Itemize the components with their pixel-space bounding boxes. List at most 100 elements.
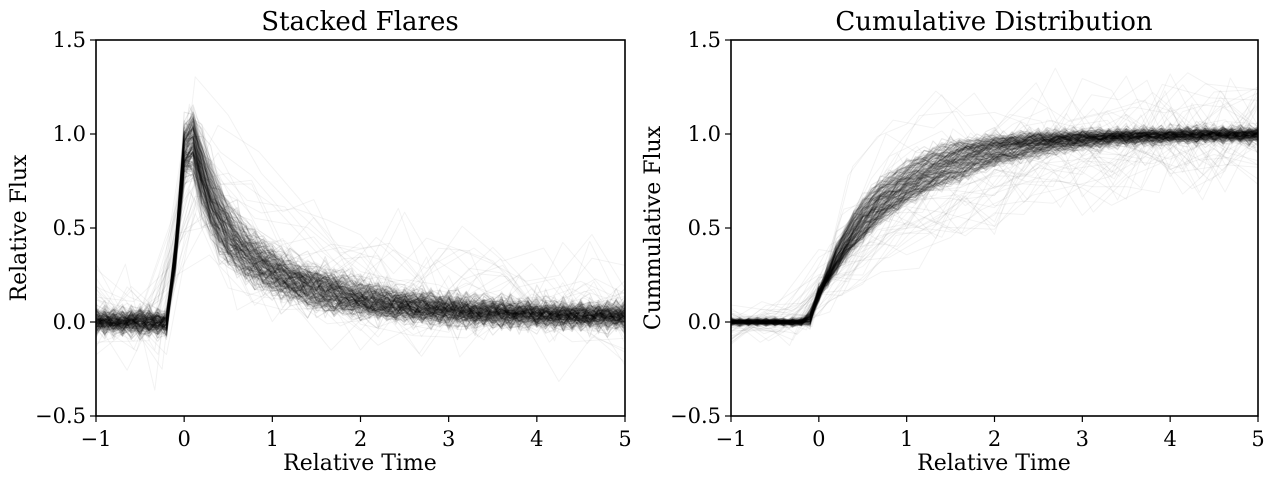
series-line: [96, 160, 625, 328]
series-line: [731, 126, 1258, 326]
series-line: [731, 107, 1258, 326]
series-line: [96, 116, 625, 335]
series-line: [731, 89, 1258, 342]
y-tick-label: 0.0: [53, 310, 86, 334]
series-line: [731, 129, 1258, 327]
series-line: [96, 114, 625, 332]
series-line: [731, 125, 1258, 326]
series-line: [96, 133, 625, 336]
series-line: [731, 124, 1258, 325]
series-line: [96, 137, 625, 332]
series-line: [96, 168, 625, 333]
series-line: [731, 106, 1258, 328]
series-line: [96, 121, 625, 330]
series-line: [96, 144, 625, 332]
series-line: [731, 128, 1258, 324]
y-tick-label: −0.5: [670, 404, 721, 428]
series-line: [731, 128, 1258, 326]
series-line: [731, 127, 1258, 328]
series-line: [731, 129, 1258, 326]
series-line: [96, 128, 625, 329]
series-line: [731, 128, 1258, 325]
series-line: [96, 158, 625, 350]
x-tick-label: 2: [988, 427, 1001, 451]
series-line: [96, 155, 625, 330]
series-line: [96, 133, 625, 336]
y-axis-label: Relative Flux: [7, 154, 32, 302]
series-line: [96, 123, 625, 332]
series-line: [96, 151, 625, 340]
series-line: [96, 106, 625, 348]
series-line: [96, 189, 625, 341]
series-line: [96, 150, 625, 335]
series-line: [96, 152, 625, 331]
series-line: [731, 134, 1258, 332]
series-line: [96, 111, 625, 330]
series-line: [96, 151, 625, 336]
series-line: [96, 145, 625, 336]
series-line: [731, 122, 1258, 324]
series-line: [96, 159, 625, 333]
series-line: [731, 127, 1258, 326]
series-line: [96, 136, 625, 332]
series-line: [96, 157, 625, 328]
series-line: [731, 133, 1258, 326]
y-tick-label: 0.5: [688, 216, 721, 240]
series-line: [731, 90, 1258, 341]
series-line: [731, 122, 1258, 326]
series-line: [96, 144, 625, 335]
series-line: [96, 155, 625, 332]
series-line: [96, 131, 625, 327]
series-line: [96, 125, 625, 329]
series-line: [96, 164, 625, 330]
x-tick-label: −1: [716, 427, 747, 451]
series-line: [96, 148, 625, 336]
series-line: [731, 128, 1258, 327]
series-line: [96, 129, 625, 334]
series-line: [731, 124, 1258, 327]
series-line: [731, 101, 1258, 340]
series-line: [731, 125, 1258, 325]
series-line: [96, 126, 625, 331]
series-line: [96, 148, 625, 334]
series-line: [731, 125, 1258, 325]
series-line: [731, 123, 1258, 326]
series-line: [731, 128, 1258, 324]
series-line: [96, 151, 625, 341]
series-line: [96, 172, 625, 312]
series-line: [731, 106, 1258, 335]
series-line: [96, 122, 625, 335]
series-line: [96, 137, 625, 340]
series-line: [731, 100, 1258, 336]
series-line: [96, 130, 625, 332]
series-line: [96, 133, 625, 331]
series-line: [731, 129, 1258, 326]
series-line: [731, 125, 1258, 327]
series-line: [96, 125, 625, 332]
series-line: [96, 118, 625, 335]
series-line: [96, 135, 625, 338]
series-line: [96, 126, 625, 332]
series-line: [731, 122, 1258, 323]
series-line: [731, 129, 1258, 325]
series-line: [96, 173, 625, 329]
series-line: [96, 160, 625, 339]
series-line: [731, 131, 1258, 328]
series-line: [96, 162, 625, 331]
series-line: [96, 144, 625, 335]
series-line: [731, 128, 1258, 326]
series-line: [96, 140, 625, 331]
series-line: [731, 124, 1258, 327]
series-line: [96, 76, 625, 370]
series-line: [96, 153, 625, 334]
series-line: [731, 73, 1258, 328]
series-line: [731, 126, 1258, 323]
series-line: [731, 97, 1258, 327]
series-line: [96, 137, 625, 332]
x-tick-label: 3: [442, 427, 455, 451]
series-line: [96, 151, 625, 329]
series-line: [96, 118, 625, 331]
series-line: [96, 191, 625, 333]
series-line: [731, 128, 1258, 330]
series-line: [96, 146, 625, 333]
